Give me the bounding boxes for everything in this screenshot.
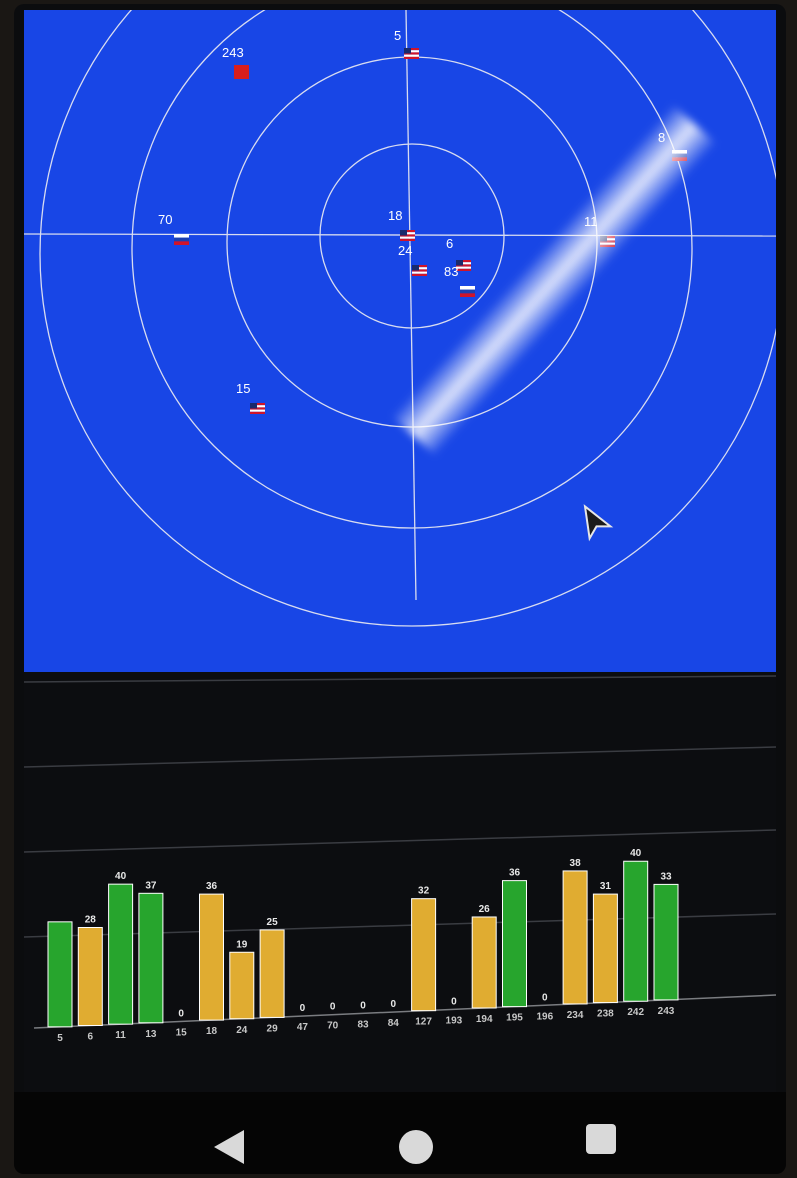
gridline bbox=[24, 675, 776, 683]
signal-bar-value: 28 bbox=[85, 914, 97, 925]
back-triangle-icon[interactable] bbox=[214, 1130, 244, 1164]
signal-bar-value: 36 bbox=[206, 881, 218, 892]
satellite-id-label: 6 bbox=[446, 236, 453, 251]
signal-bars-chart: 5 28 6 40 11 37 13 0 15 36 18 19 24 25 29 0 47 0 70 0 83 0 84 3… bbox=[24, 675, 776, 1044]
signal-bar-value: 25 bbox=[267, 917, 279, 928]
satellite-marker[interactable]: 5 bbox=[394, 28, 419, 59]
signal-bar-satellite-id: 29 bbox=[267, 1023, 279, 1034]
recents-square-icon[interactable] bbox=[586, 1124, 616, 1154]
signal-bar-satellite-id: 127 bbox=[415, 1017, 432, 1028]
satellite-marker[interactable]: 18 bbox=[388, 208, 415, 241]
gridline bbox=[24, 829, 776, 853]
signal-bar-satellite-id: 238 bbox=[597, 1009, 614, 1020]
signal-bar bbox=[77, 926, 103, 1026]
signal-bar bbox=[259, 929, 285, 1018]
signal-bar-value: 0 bbox=[178, 1008, 184, 1019]
signal-bar-satellite-id: 24 bbox=[236, 1025, 248, 1036]
signal-bar-value: 31 bbox=[600, 881, 612, 892]
signal-bar-satellite-id: 84 bbox=[388, 1018, 400, 1029]
signal-bar-value: 0 bbox=[360, 1000, 366, 1011]
satellite-id-label: 70 bbox=[158, 212, 172, 227]
signal-bar-satellite-id: 193 bbox=[446, 1015, 463, 1026]
satellite-id-label: 243 bbox=[222, 45, 244, 60]
signal-bar-satellite-id: 5 bbox=[57, 1033, 63, 1044]
satellite-marker[interactable]: 11 bbox=[584, 214, 615, 247]
signal-bar-satellite-id: 243 bbox=[658, 1006, 675, 1017]
elevation-ring bbox=[39, 10, 776, 627]
signal-bar bbox=[47, 921, 73, 1028]
satellite-marker[interactable]: 243 bbox=[222, 45, 249, 79]
signal-bar-value: 0 bbox=[330, 1002, 336, 1013]
signal-bar bbox=[471, 916, 497, 1009]
signal-bar-satellite-id: 196 bbox=[536, 1011, 553, 1022]
signal-bar bbox=[502, 880, 527, 1008]
signal-bar-value: 0 bbox=[451, 996, 457, 1007]
signal-bar bbox=[199, 893, 224, 1021]
signal-bar-satellite-id: 6 bbox=[88, 1031, 94, 1042]
signal-bar-satellite-id: 11 bbox=[115, 1030, 126, 1041]
navigation-arrow-icon bbox=[583, 504, 614, 542]
satellite-id-label: 15 bbox=[236, 381, 250, 396]
signal-bar-satellite-id: 194 bbox=[476, 1014, 493, 1025]
signal-bar-value: 40 bbox=[115, 871, 127, 882]
navigation-bar bbox=[14, 1092, 786, 1174]
signal-bar-value: 26 bbox=[479, 904, 491, 915]
satellite-id-label: 5 bbox=[394, 28, 401, 43]
signal-bar-value: 0 bbox=[542, 992, 548, 1003]
satellite-marker[interactable]: 70 bbox=[158, 212, 189, 245]
signal-bar-value: 0 bbox=[300, 1003, 306, 1014]
sky-plot-canvas: 243 5 8 70 18 24 6 83 11 15 bbox=[24, 10, 776, 627]
signal-bar-value: 40 bbox=[630, 848, 642, 859]
signal-bar-satellite-id: 195 bbox=[506, 1013, 523, 1024]
signal-bar bbox=[138, 892, 164, 1024]
signal-bar bbox=[108, 883, 134, 1025]
signal-bar bbox=[411, 898, 437, 1012]
sky-grid bbox=[24, 10, 776, 627]
meridian-line bbox=[405, 10, 417, 601]
signal-bar-satellite-id: 70 bbox=[327, 1021, 339, 1032]
signal-bar-value: 38 bbox=[570, 858, 582, 869]
signal-bar-value: 0 bbox=[391, 999, 397, 1010]
signal-bar-value: 36 bbox=[509, 868, 521, 879]
signal-bar bbox=[623, 860, 649, 1002]
home-circle-icon[interactable] bbox=[399, 1130, 433, 1164]
signal-bar-value: 19 bbox=[236, 939, 248, 950]
signal-bar bbox=[229, 951, 255, 1020]
signal-bar-satellite-id: 234 bbox=[567, 1010, 584, 1021]
signal-bar-value: 37 bbox=[145, 880, 157, 891]
signal-strength-panel: 5 28 6 40 11 37 13 0 15 36 18 19 24 25 29 0 47 0 70 0 83 0 84 3… bbox=[24, 672, 776, 1092]
signal-bar bbox=[562, 870, 588, 1005]
signal-bar-value: 33 bbox=[660, 871, 672, 882]
bars: 5 28 6 40 11 37 13 0 15 36 18 19 24 25 29 0 47 0 70 0 83 0 84 3… bbox=[47, 848, 679, 1044]
signal-bar-satellite-id: 242 bbox=[627, 1007, 644, 1018]
satellite-id-label: 24 bbox=[398, 243, 412, 258]
signal-bar-satellite-id: 13 bbox=[145, 1029, 157, 1040]
satellite-marker[interactable]: 15 bbox=[236, 381, 265, 414]
satellite-id-label: 8 bbox=[658, 130, 665, 145]
satellite-id-label: 18 bbox=[388, 208, 402, 223]
signal-bar-satellite-id: 47 bbox=[297, 1022, 309, 1033]
satellite-id-label: 11 bbox=[584, 214, 598, 229]
signal-bar-satellite-id: 83 bbox=[357, 1019, 369, 1030]
signal-bar-satellite-id: 18 bbox=[206, 1026, 218, 1037]
signal-bar-value: 32 bbox=[418, 886, 430, 897]
satellite-markers[interactable]: 243 5 8 70 18 24 6 83 11 15 bbox=[158, 28, 687, 414]
sky-plot: 243 5 8 70 18 24 6 83 11 15 bbox=[24, 10, 776, 672]
signal-bar bbox=[653, 883, 679, 1001]
satellite-marker[interactable]: 24 bbox=[398, 243, 427, 276]
gridline bbox=[24, 746, 776, 768]
satellite-id-label: 83 bbox=[444, 264, 458, 279]
signal-bar-satellite-id: 15 bbox=[176, 1027, 188, 1038]
signal-bar bbox=[592, 893, 618, 1004]
phone-screen: 243 5 8 70 18 24 6 83 11 15 5 28 6 40 11 37 13 0 15 36 18 19… bbox=[14, 4, 786, 1174]
